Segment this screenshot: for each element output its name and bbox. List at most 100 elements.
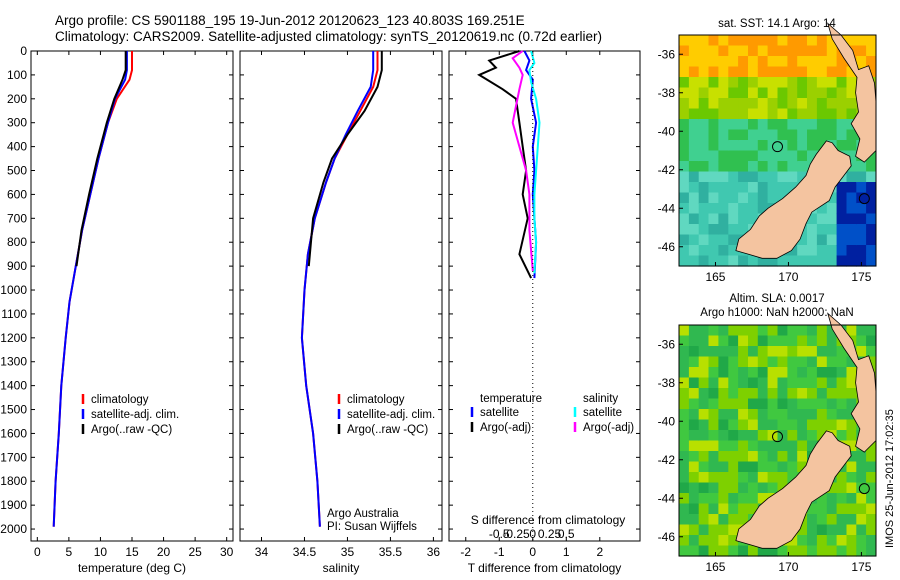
heatmap-cell — [836, 377, 847, 389]
heatmap-cell — [836, 514, 847, 526]
heatmap-cell — [708, 430, 719, 442]
heatmap-cell — [748, 161, 759, 173]
heatmap-cell — [688, 409, 700, 421]
heatmap-cell — [797, 234, 808, 246]
heatmap-cell — [679, 119, 690, 131]
heatmap-cell — [718, 192, 729, 204]
heatmap-cell — [787, 451, 798, 463]
heatmap-cell — [787, 45, 798, 57]
heatmap-cell — [836, 234, 847, 246]
heatmap-cell — [787, 325, 798, 337]
heatmap-cell — [826, 493, 838, 505]
heatmap-cell — [797, 150, 808, 162]
difference-panel: -2 -1 0 1 2 T difference from climatology -0.5… — [448, 50, 641, 575]
heatmap-cell — [797, 66, 808, 78]
heatmap-cell — [728, 451, 739, 463]
heatmap-cell — [856, 171, 867, 183]
heatmap-cell — [846, 503, 857, 515]
heatmap-cell — [718, 346, 729, 358]
heatmap-cell — [757, 140, 769, 152]
heatmap-cell — [767, 346, 778, 358]
heatmap-cell — [767, 192, 778, 204]
heatmap-cell — [698, 87, 710, 99]
heatmap-cell — [698, 35, 710, 47]
heatmap-cell — [718, 161, 729, 173]
legend-header-salinity: salinity — [583, 393, 618, 405]
heatmap-cell — [748, 203, 759, 215]
heatmap-cell — [748, 325, 759, 337]
x-tick-label: 175 — [851, 560, 871, 574]
heatmap-cell — [679, 182, 690, 194]
heatmap-cell — [807, 535, 818, 547]
heatmap-cell — [757, 119, 769, 131]
heatmap-cell — [767, 129, 778, 141]
heatmap-cell — [797, 367, 808, 379]
heatmap-cell — [826, 409, 838, 421]
heatmap-cell — [846, 150, 857, 162]
heatmap-cell — [698, 98, 710, 110]
y-tick-label: 600 — [7, 187, 27, 201]
heatmap-cell — [836, 388, 847, 400]
y-tick-label: 1000 — [0, 283, 27, 297]
credit-text: Argo Australia — [327, 508, 399, 520]
heatmap-cell — [807, 66, 818, 78]
heatmap-cell — [787, 119, 798, 131]
heatmap-cell — [679, 356, 690, 368]
heatmap-cell — [679, 77, 690, 89]
heatmap-cell — [767, 325, 778, 337]
heatmap-cell — [836, 430, 847, 442]
heatmap-cell — [777, 129, 788, 141]
heatmap-cell — [787, 356, 798, 368]
heatmap-cell — [826, 245, 838, 257]
heatmap-cell — [846, 472, 857, 484]
heatmap-cell — [797, 440, 808, 452]
x-tick-label: 0 — [529, 545, 536, 559]
x-axis-label: T difference from climatology — [468, 561, 622, 575]
heatmap-cell — [718, 66, 729, 78]
heatmap-cell — [836, 203, 847, 215]
heatmap-cell — [856, 503, 867, 515]
heatmap-cell — [777, 66, 788, 78]
heatmap-cell — [679, 192, 690, 204]
heatmap-cell — [757, 108, 769, 120]
heatmap-cell — [777, 440, 788, 452]
legend-label: satellite — [583, 407, 622, 419]
x-tick-label: 165 — [705, 560, 725, 574]
heatmap-cell — [777, 388, 788, 400]
heatmap-cell — [846, 514, 857, 526]
heatmap-cell — [708, 108, 719, 120]
imos-timestamp: IMOS 25-Jun-2012 17:02:35 — [884, 409, 896, 548]
heatmap-cell — [698, 335, 710, 347]
heatmap-cell — [679, 255, 690, 267]
heatmap-cell — [787, 77, 798, 89]
heatmap-cell — [708, 182, 719, 194]
heatmap-cell — [728, 35, 739, 47]
heatmap-cell — [728, 98, 739, 110]
heatmap-cell — [718, 503, 729, 515]
heatmap-cell — [748, 77, 759, 89]
heatmap-cell — [688, 87, 700, 99]
heatmap-cell — [688, 514, 700, 526]
heatmap-cell — [816, 213, 828, 225]
heatmap-cell — [826, 377, 838, 389]
heatmap-cell — [797, 140, 808, 152]
heatmap-cell — [728, 346, 739, 358]
heatmap-cell — [836, 98, 847, 110]
heatmap-cell — [738, 514, 749, 526]
heatmap-cell — [728, 87, 739, 99]
heatmap-cell — [679, 535, 690, 547]
heatmap-cell — [846, 203, 857, 215]
heatmap-cell — [688, 98, 700, 110]
heatmap-cell — [807, 398, 818, 410]
heatmap-cell — [728, 409, 739, 421]
heatmap-cell — [728, 161, 739, 173]
x-tick-label: 175 — [851, 270, 871, 284]
heatmap-cell — [728, 140, 739, 152]
heatmap-cell — [826, 524, 838, 536]
heatmap-cell — [748, 472, 759, 484]
heatmap-cell — [728, 430, 739, 442]
heatmap-cell — [718, 419, 729, 431]
x-tick-label: 2 — [596, 545, 603, 559]
heatmap-cell — [826, 388, 838, 400]
heatmap-cell — [728, 129, 739, 141]
